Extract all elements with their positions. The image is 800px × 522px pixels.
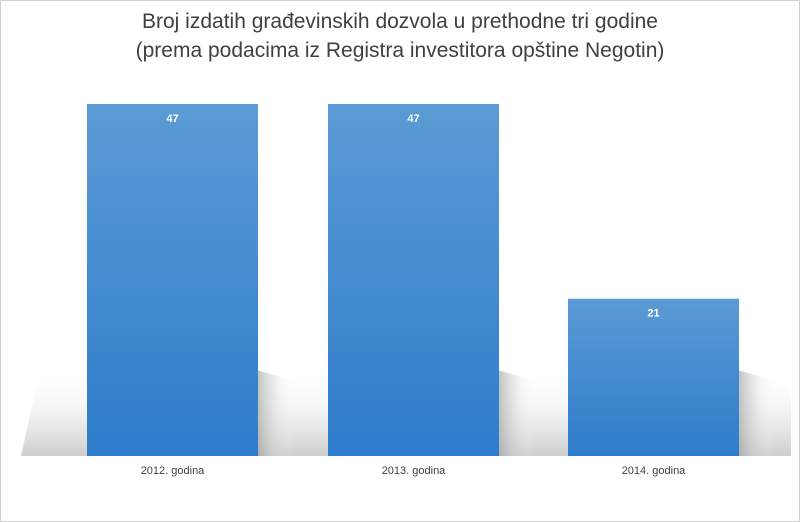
bar-shadow — [258, 370, 294, 456]
chart-title-line-1: Broj izdatih građevinskih dozvola u pret… — [142, 10, 658, 33]
x-tick-label: 2013. godina — [382, 465, 446, 477]
x-tick-label: 2014. godina — [622, 465, 686, 477]
x-tick-label: 2012. godina — [141, 465, 205, 477]
chart-title: Broj izdatih građevinskih dozvola u pret… — [1, 7, 799, 65]
bar-2 — [328, 104, 499, 456]
bar-layer — [87, 104, 739, 456]
data-label-layer: 47 47 21 — [166, 113, 659, 320]
chart-title-line-2: (prema podacima iz Registra investitora … — [135, 39, 665, 62]
bar-3 — [568, 298, 739, 456]
shadow-layer — [258, 370, 775, 456]
x-axis-tick-layer: 2012. godina 2013. godina 2014. godina — [141, 465, 686, 477]
bar-shadow — [739, 370, 775, 456]
data-label: 21 — [647, 308, 659, 320]
data-label: 47 — [166, 113, 178, 125]
bar-1 — [87, 104, 258, 456]
data-label: 47 — [407, 113, 419, 125]
bar-shadow — [499, 370, 535, 456]
